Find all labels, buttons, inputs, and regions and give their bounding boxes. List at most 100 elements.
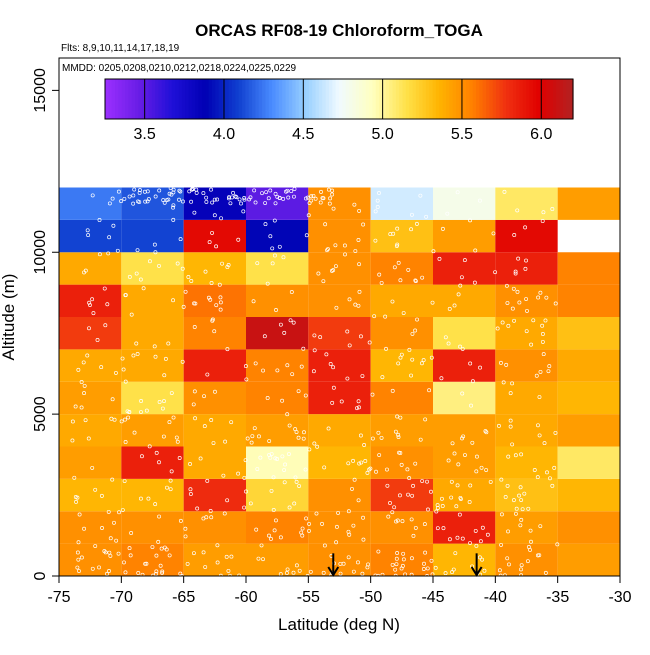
sample-point — [477, 198, 482, 203]
sample-point — [441, 526, 446, 531]
sample-point — [144, 561, 149, 566]
colorbar-segment — [389, 79, 394, 119]
sample-point — [510, 442, 515, 447]
sample-point — [458, 497, 463, 501]
colorbar-segment — [349, 79, 353, 119]
sample-point — [168, 478, 173, 483]
colorbar-segment — [131, 79, 136, 119]
colorbar-segment — [492, 79, 497, 119]
sample-point — [70, 419, 75, 424]
sample-point — [223, 439, 228, 444]
sample-point — [540, 219, 545, 223]
sample-point — [234, 195, 239, 200]
sample-point — [351, 569, 356, 574]
sample-point — [429, 355, 434, 360]
sample-point — [443, 335, 448, 340]
sample-point — [261, 557, 265, 562]
heatmap-cell — [246, 414, 309, 447]
sample-point — [323, 222, 328, 227]
colorbar-segment — [328, 79, 333, 119]
sample-point — [515, 289, 520, 294]
sample-point — [413, 328, 418, 333]
sample-point — [278, 322, 283, 327]
sample-point — [478, 555, 482, 560]
colorbar-segment — [151, 79, 156, 119]
colorbar-segment — [111, 79, 116, 119]
sample-point — [365, 565, 370, 570]
sample-point — [297, 568, 302, 573]
sample-point — [513, 453, 518, 458]
sample-point — [401, 557, 406, 562]
sample-point — [262, 334, 267, 339]
sample-point — [425, 566, 430, 571]
sample-point — [153, 194, 158, 199]
sample-point — [236, 471, 241, 476]
colorbar-segment — [569, 79, 574, 119]
sample-point — [395, 226, 400, 231]
sample-point — [370, 436, 375, 441]
x-axis-label: Latitude (deg N) — [278, 615, 400, 634]
sample-point — [407, 476, 412, 481]
sample-point — [297, 484, 302, 488]
sample-point — [458, 344, 463, 349]
sample-point — [330, 400, 335, 405]
heatmap-cell — [246, 284, 309, 317]
sample-point — [388, 501, 392, 505]
sample-point — [286, 195, 291, 200]
sample-point — [312, 333, 317, 338]
colorbar-frame — [104, 78, 574, 120]
sample-point — [97, 218, 102, 222]
colorbar-segment — [489, 79, 494, 119]
heatmap-cell — [121, 446, 184, 479]
sample-point — [353, 302, 358, 307]
sample-point — [287, 505, 292, 510]
colorbar-segment — [315, 79, 320, 119]
sample-point — [122, 560, 126, 565]
sample-point — [319, 189, 323, 194]
colorbar-segment — [275, 79, 280, 119]
sample-point — [193, 301, 198, 306]
colorbar-segment — [322, 79, 327, 119]
sample-point — [162, 399, 166, 404]
sample-point — [141, 286, 146, 291]
sample-point — [375, 205, 380, 209]
colorbar-segment — [456, 79, 460, 119]
colorbar-segment — [332, 79, 337, 119]
sample-point — [420, 479, 425, 484]
heatmap-cell — [308, 219, 371, 253]
sample-point — [85, 228, 90, 233]
sample-point — [209, 281, 214, 285]
sample-point — [218, 307, 223, 312]
sample-point — [543, 318, 548, 323]
colorbar-segment — [215, 79, 220, 119]
sample-point — [189, 199, 194, 204]
sample-point — [103, 323, 108, 328]
colorbar-segment — [175, 79, 180, 119]
sample-point — [180, 266, 185, 271]
sample-point — [283, 462, 288, 467]
arrow-annotations — [327, 553, 483, 577]
sample-point — [299, 364, 304, 369]
sample-point — [350, 486, 354, 491]
colorbar-segment — [385, 79, 390, 119]
sample-point — [86, 436, 91, 441]
heatmap-cell — [121, 219, 184, 253]
sample-point — [210, 318, 215, 323]
colorbar-tick-label: 4.5 — [292, 126, 314, 143]
sample-point — [76, 367, 81, 372]
colorbar-segment — [138, 79, 143, 119]
sample-point — [99, 493, 104, 498]
sample-point — [522, 491, 527, 496]
sample-point — [267, 439, 272, 443]
sample-point — [365, 470, 370, 475]
colorbar-segment — [121, 79, 126, 119]
sample-point — [396, 432, 401, 437]
sample-point — [496, 423, 501, 428]
sample-point — [228, 201, 233, 206]
sample-point — [379, 435, 384, 440]
sample-point — [331, 365, 336, 370]
sample-point — [418, 437, 423, 442]
sample-point — [321, 279, 326, 284]
sample-point — [208, 509, 213, 513]
sample-point — [460, 391, 465, 396]
